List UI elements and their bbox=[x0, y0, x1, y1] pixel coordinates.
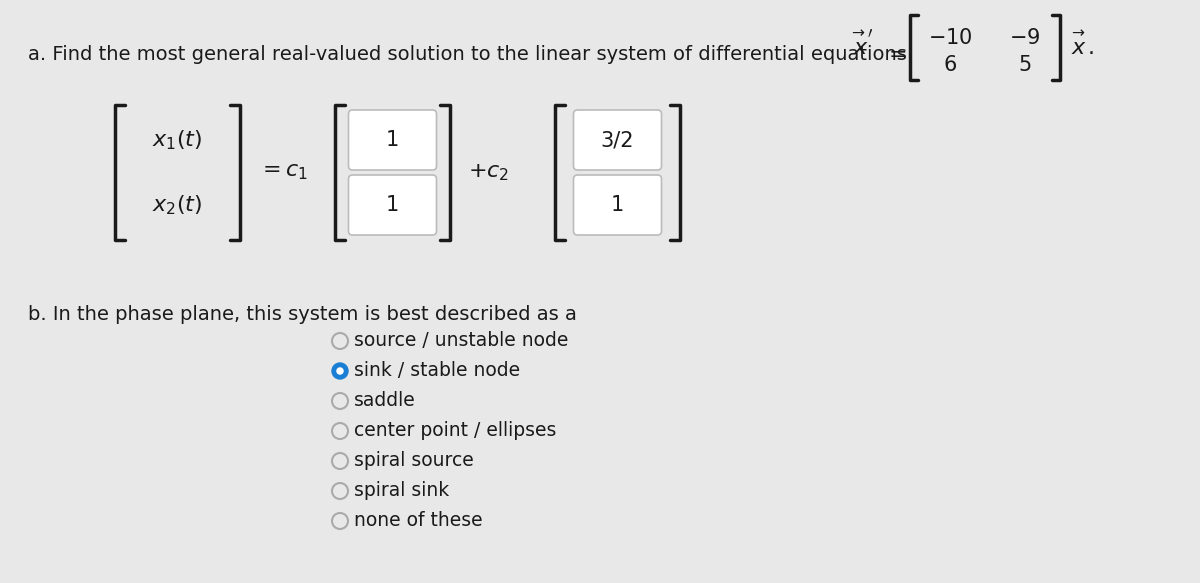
Text: $x_2(t)$: $x_2(t)$ bbox=[152, 193, 203, 217]
Text: $\overset{\to}{x}.$: $\overset{\to}{x}.$ bbox=[1068, 30, 1093, 59]
FancyBboxPatch shape bbox=[574, 175, 661, 235]
Text: spiral sink: spiral sink bbox=[354, 482, 449, 500]
Text: spiral source: spiral source bbox=[354, 451, 474, 470]
Circle shape bbox=[332, 363, 348, 379]
Text: $6$: $6$ bbox=[943, 55, 958, 75]
Text: $-10$: $-10$ bbox=[928, 28, 972, 48]
Text: 1: 1 bbox=[386, 195, 400, 215]
Text: =: = bbox=[889, 45, 907, 65]
FancyBboxPatch shape bbox=[348, 110, 437, 170]
Text: a. Find the most general real-valued solution to the linear system of differenti: a. Find the most general real-valued sol… bbox=[28, 45, 913, 64]
Text: $x_1(t)$: $x_1(t)$ bbox=[152, 128, 203, 152]
Text: none of these: none of these bbox=[354, 511, 482, 531]
Text: $= c_1$: $= c_1$ bbox=[258, 163, 308, 182]
Text: b. In the phase plane, this system is best described as a: b. In the phase plane, this system is be… bbox=[28, 305, 577, 324]
Text: sink / stable node: sink / stable node bbox=[354, 361, 520, 381]
Text: saddle: saddle bbox=[354, 392, 415, 410]
Text: $-9$: $-9$ bbox=[1009, 28, 1040, 48]
Text: source / unstable node: source / unstable node bbox=[354, 332, 569, 350]
Circle shape bbox=[337, 368, 343, 374]
Text: 3/2: 3/2 bbox=[601, 130, 635, 150]
FancyBboxPatch shape bbox=[348, 175, 437, 235]
Text: $5$: $5$ bbox=[1019, 55, 1032, 75]
Text: center point / ellipses: center point / ellipses bbox=[354, 422, 557, 441]
Text: $+ c_2$: $+ c_2$ bbox=[468, 162, 509, 183]
Text: 1: 1 bbox=[611, 195, 624, 215]
Text: $\overset{\to\prime}{x}$: $\overset{\to\prime}{x}$ bbox=[848, 30, 874, 59]
Text: 1: 1 bbox=[386, 130, 400, 150]
FancyBboxPatch shape bbox=[574, 110, 661, 170]
